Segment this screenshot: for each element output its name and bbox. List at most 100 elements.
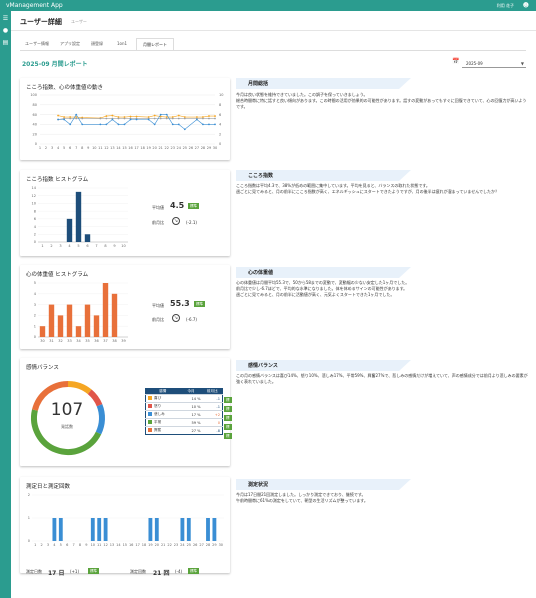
x-tick-label: 19 (146, 146, 150, 150)
measure-count-badge: 標準 (188, 568, 199, 574)
x-tick-label: 5 (63, 146, 65, 150)
section-text: 心の体重値は月間平均55.3で、50から58までの変動で、変動幅の少ない安定した… (236, 280, 410, 297)
x-tick-label: 21 (161, 543, 165, 547)
weight-prev-label: 前月比 (152, 317, 164, 322)
x-tick-label: 36 (94, 339, 98, 343)
donut-slice (32, 381, 69, 411)
y-tick-label: 1 (28, 516, 30, 520)
weight-avg-value: 55.3 (170, 299, 190, 308)
user-name[interactable]: 利用 花子 (496, 3, 514, 8)
hist-bar (48, 304, 55, 337)
donut-slice (67, 381, 92, 395)
sadness-swatch (148, 412, 152, 416)
home-icon[interactable]: ● (2, 27, 9, 34)
data-point (81, 117, 84, 120)
emotion-badge: 標準 (224, 424, 232, 435)
trend-card: こころ指数、心の体重値の動き 0 20 40 60 80 100 0 2 4 6 8 10 1 2 3 4 5 6… (20, 78, 230, 160)
data-point (105, 123, 108, 126)
x-tick-label: 1 (34, 543, 36, 547)
table-row: 興奮 27 % -8 (145, 426, 223, 435)
data-point (183, 128, 186, 131)
tab-face-registration[interactable]: 顔登録 (91, 41, 103, 46)
x-tick-label: 6 (86, 244, 88, 248)
y-tick-label: 5 (34, 281, 36, 285)
data-point (171, 123, 174, 126)
user-icon[interactable]: ☻ (522, 2, 529, 9)
tab-1on1[interactable]: 1on1 (116, 41, 128, 46)
donut-slice (95, 404, 105, 435)
x-tick-label: 9 (87, 146, 89, 150)
x-tick-label: 35 (85, 339, 89, 343)
data-point (99, 117, 102, 120)
y-tick-label: 10 (32, 202, 36, 206)
x-tick-label: 3 (47, 543, 49, 547)
x-tick-label: 5 (60, 543, 62, 547)
x-tick-label: 12 (104, 146, 108, 150)
x-tick-label: 28 (201, 146, 205, 150)
x-tick-label: 23 (171, 146, 175, 150)
x-tick-label: 2 (50, 244, 52, 248)
y2-tick-label: 6 (219, 113, 221, 117)
emotion-name: 平常 (154, 420, 162, 424)
x-tick-label: 32 (58, 339, 62, 343)
tab-app-settings[interactable]: アプリ設定 (60, 41, 80, 46)
x-tick-label: 6 (69, 146, 71, 150)
y-tick-label: 80 (33, 103, 37, 107)
section-header: 心の体重値 (236, 267, 411, 278)
x-tick-label: 30 (219, 543, 223, 547)
y2-tick-label: 0 (219, 142, 221, 146)
data-point (111, 114, 114, 117)
month-select-value: 2025-09 (466, 61, 483, 66)
tab-user-info[interactable]: ユーザー情報 (25, 41, 49, 46)
section-text: こころ指数は平均4.3で、38%が低めの範囲に集中しています。平均を見ると、バラ… (236, 183, 499, 194)
measure-bar (90, 518, 95, 541)
data-point (57, 118, 60, 121)
data-point (165, 117, 168, 120)
data-point (202, 116, 204, 118)
data-point (202, 123, 204, 126)
x-tick-label: 3 (51, 146, 53, 150)
chevron-down-icon[interactable]: ▼ (520, 61, 524, 66)
x-tick-label: 26 (189, 146, 193, 150)
y2-tick-label: 2 (219, 132, 221, 136)
kokoro-hist-title: こころ指数 ヒストグラム (26, 177, 89, 183)
month-select[interactable]: 📅 2025-09 ▼ (452, 58, 526, 68)
hist-bar (75, 326, 82, 337)
tab-monthly-report[interactable]: 月間レポート (136, 38, 174, 50)
menu-icon[interactable]: ☰ (2, 15, 9, 22)
kokoro-avg-badge: 標準 (188, 203, 199, 209)
data-point (177, 114, 180, 117)
anger-swatch (148, 404, 152, 408)
x-tick-label: 1 (41, 244, 43, 248)
data-point (75, 113, 78, 116)
data-point (208, 117, 210, 120)
data-point (171, 117, 174, 120)
x-tick-label: 30 (213, 146, 217, 150)
data-point (177, 123, 180, 126)
data-point (214, 123, 216, 126)
measure-bar (97, 518, 102, 541)
emotion-name: 怒り (154, 404, 162, 408)
y2-tick-label: 4 (219, 123, 222, 127)
y2-tick-label: 8 (219, 103, 221, 107)
kokoro-hist-card: こころ指数 ヒストグラム 0 2 4 6 8 10 12 14 1 2 3 4 5 6 7 8 9 10 平均値 … (20, 170, 230, 256)
x-tick-label: 8 (79, 543, 81, 547)
calendar-icon[interactable]: 📅 (452, 58, 460, 65)
trend-card-title: こころ指数、心の体重値の動き (26, 85, 104, 91)
donut-slice (31, 409, 102, 455)
hist-bar (84, 234, 91, 242)
chart-icon[interactable]: ▤ (2, 39, 9, 46)
x-tick-label: 1 (39, 146, 41, 150)
y-tick-label: 1 (34, 324, 36, 328)
y-tick-label: 40 (33, 123, 37, 127)
compare-icon: ↘ (172, 314, 180, 322)
x-tick-label: 11 (97, 543, 101, 547)
emotion-pct: 14 % (179, 394, 203, 403)
x-tick-label: 9 (85, 543, 87, 547)
emotion-pct: 59 % (179, 418, 203, 427)
page-title: ユーザー詳細 (20, 18, 62, 26)
section-title: 測定状況 (248, 482, 269, 488)
measure-days-prev: (+1) (70, 569, 80, 574)
utterance-total: 107 (50, 400, 84, 420)
